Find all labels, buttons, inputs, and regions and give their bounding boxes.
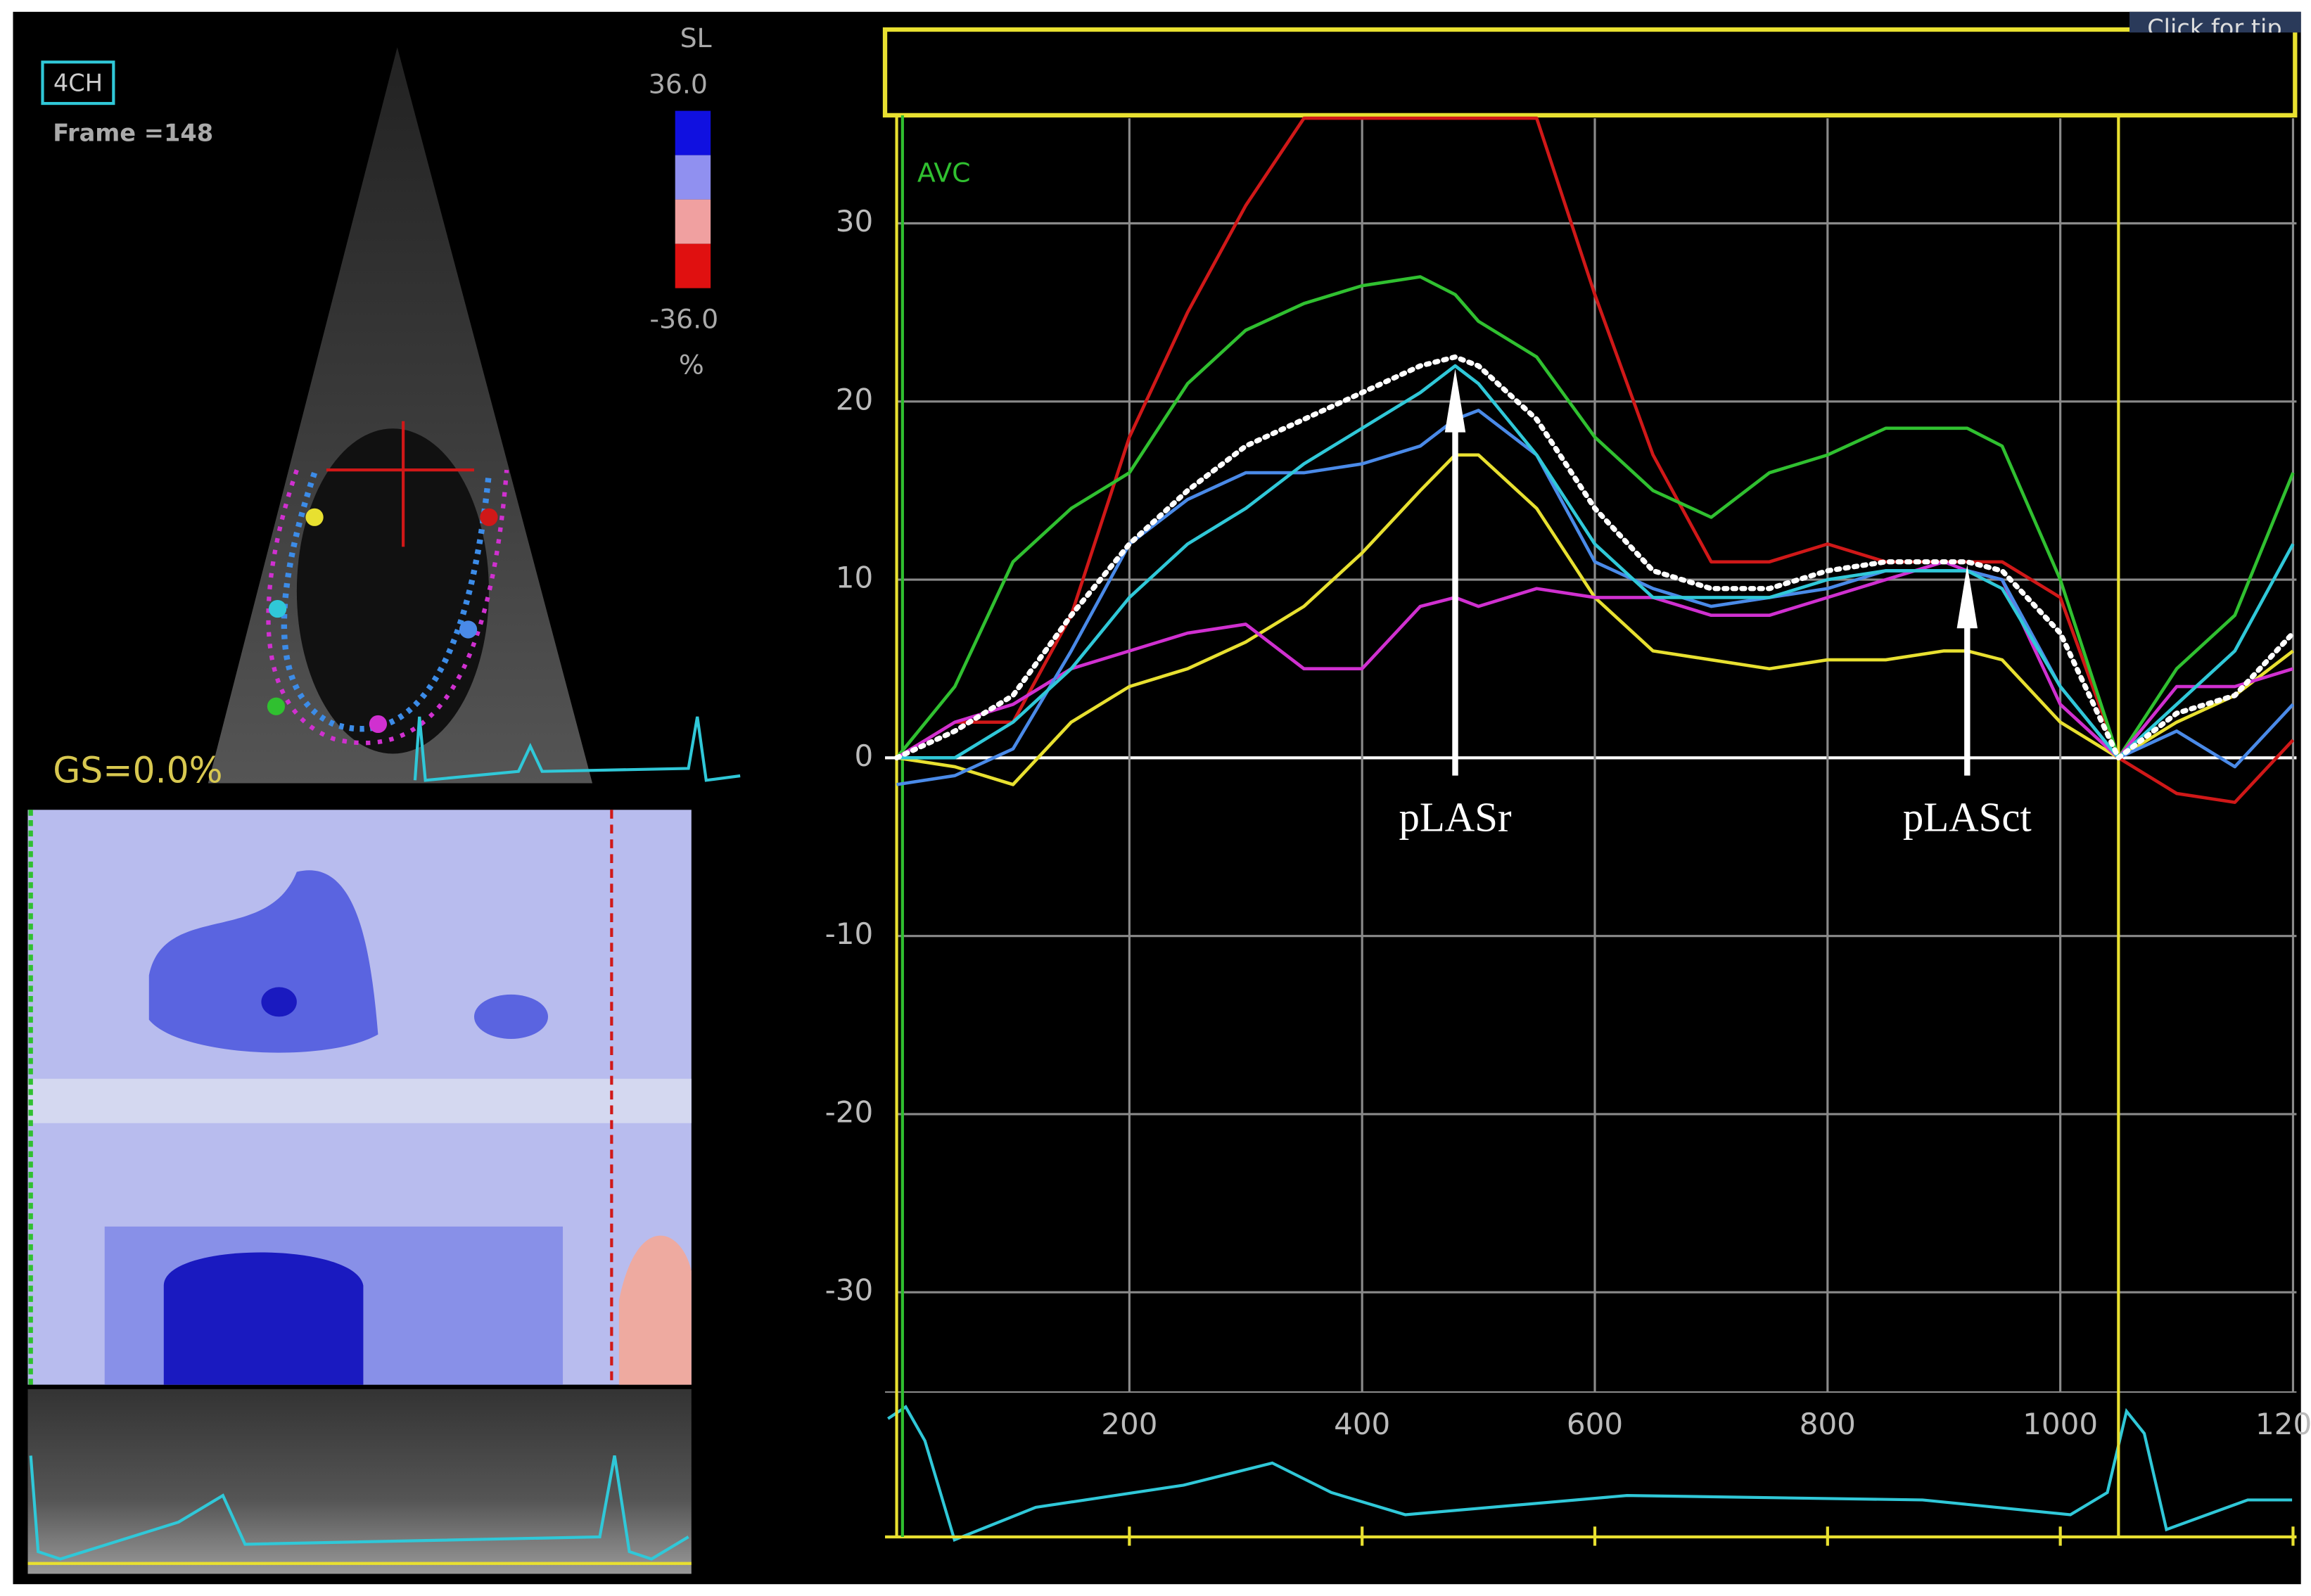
colorbar [675, 243, 711, 288]
segment-dot [369, 715, 388, 734]
x-tick-label: 800 [1800, 1407, 1856, 1441]
colorbar [675, 110, 711, 155]
tip-text[interactable]: Click for tip [2147, 15, 2282, 42]
view-label: 4CH [53, 69, 103, 96]
arrow-head [1444, 369, 1466, 433]
y-tick-label: 10 [836, 561, 873, 595]
colorbar [675, 155, 711, 200]
strain-blob [473, 994, 549, 1039]
scale-min: -36.0 [649, 303, 718, 334]
frame-label: Frame =148 [53, 120, 213, 147]
x-tick-label: 600 [1567, 1407, 1623, 1441]
x-tick-label: 1200 [2255, 1407, 2311, 1441]
m-mode-image [27, 1388, 692, 1574]
segment-dot [459, 620, 478, 639]
x-tick-label: 1000 [2023, 1407, 2098, 1441]
series-line [896, 364, 2295, 760]
scale-title: SL [680, 23, 712, 53]
series-line [895, 275, 2295, 760]
gs-label: GS=0.0% [53, 749, 222, 791]
y-tick-label: -10 [825, 917, 874, 951]
trace-contour [266, 469, 509, 746]
strain-blob [261, 987, 297, 1017]
segment-dot [267, 697, 286, 715]
scale-unit: % [679, 350, 704, 381]
annotation-label: pLASct [1903, 795, 2032, 841]
annotation-label: pLASr [1399, 795, 1512, 841]
series-line [896, 116, 2295, 805]
arrow-head [1956, 564, 1978, 629]
ecg-trace [29, 1455, 689, 1561]
ecg-trace [887, 1405, 2293, 1542]
segment-dot [305, 508, 324, 526]
segment-dot [268, 599, 287, 618]
strain-blob [618, 1235, 692, 1385]
y-tick-label: -20 [825, 1094, 874, 1129]
x-tick-label: 400 [1334, 1407, 1390, 1441]
series-line [893, 354, 2296, 761]
colorbar [675, 199, 711, 244]
ecg-trace [413, 716, 741, 782]
series-line [896, 560, 2294, 760]
atrium [296, 428, 489, 754]
strain-blob [148, 870, 378, 1053]
y-tick-label: 0 [854, 739, 873, 773]
y-tick-label: 20 [836, 382, 873, 416]
view-box [41, 60, 115, 106]
y-tick-label: 30 [836, 204, 873, 238]
segment-dot [480, 508, 498, 526]
strain-map-band [27, 1078, 692, 1123]
y-tick-label: -30 [825, 1273, 874, 1308]
tip-button[interactable] [2129, 11, 2301, 33]
scale-max: 36.0 [649, 68, 708, 99]
trace-contour [281, 471, 492, 732]
avc-label: AVC [917, 157, 971, 188]
x-tick-label: 200 [1101, 1407, 1157, 1441]
strain-blob [163, 1252, 364, 1385]
top-box [882, 27, 2298, 118]
